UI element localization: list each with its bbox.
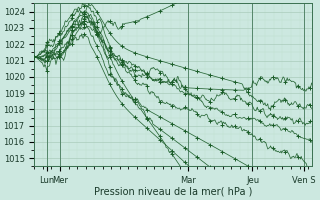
X-axis label: Pression niveau de la mer( hPa ): Pression niveau de la mer( hPa ) [94,187,252,197]
